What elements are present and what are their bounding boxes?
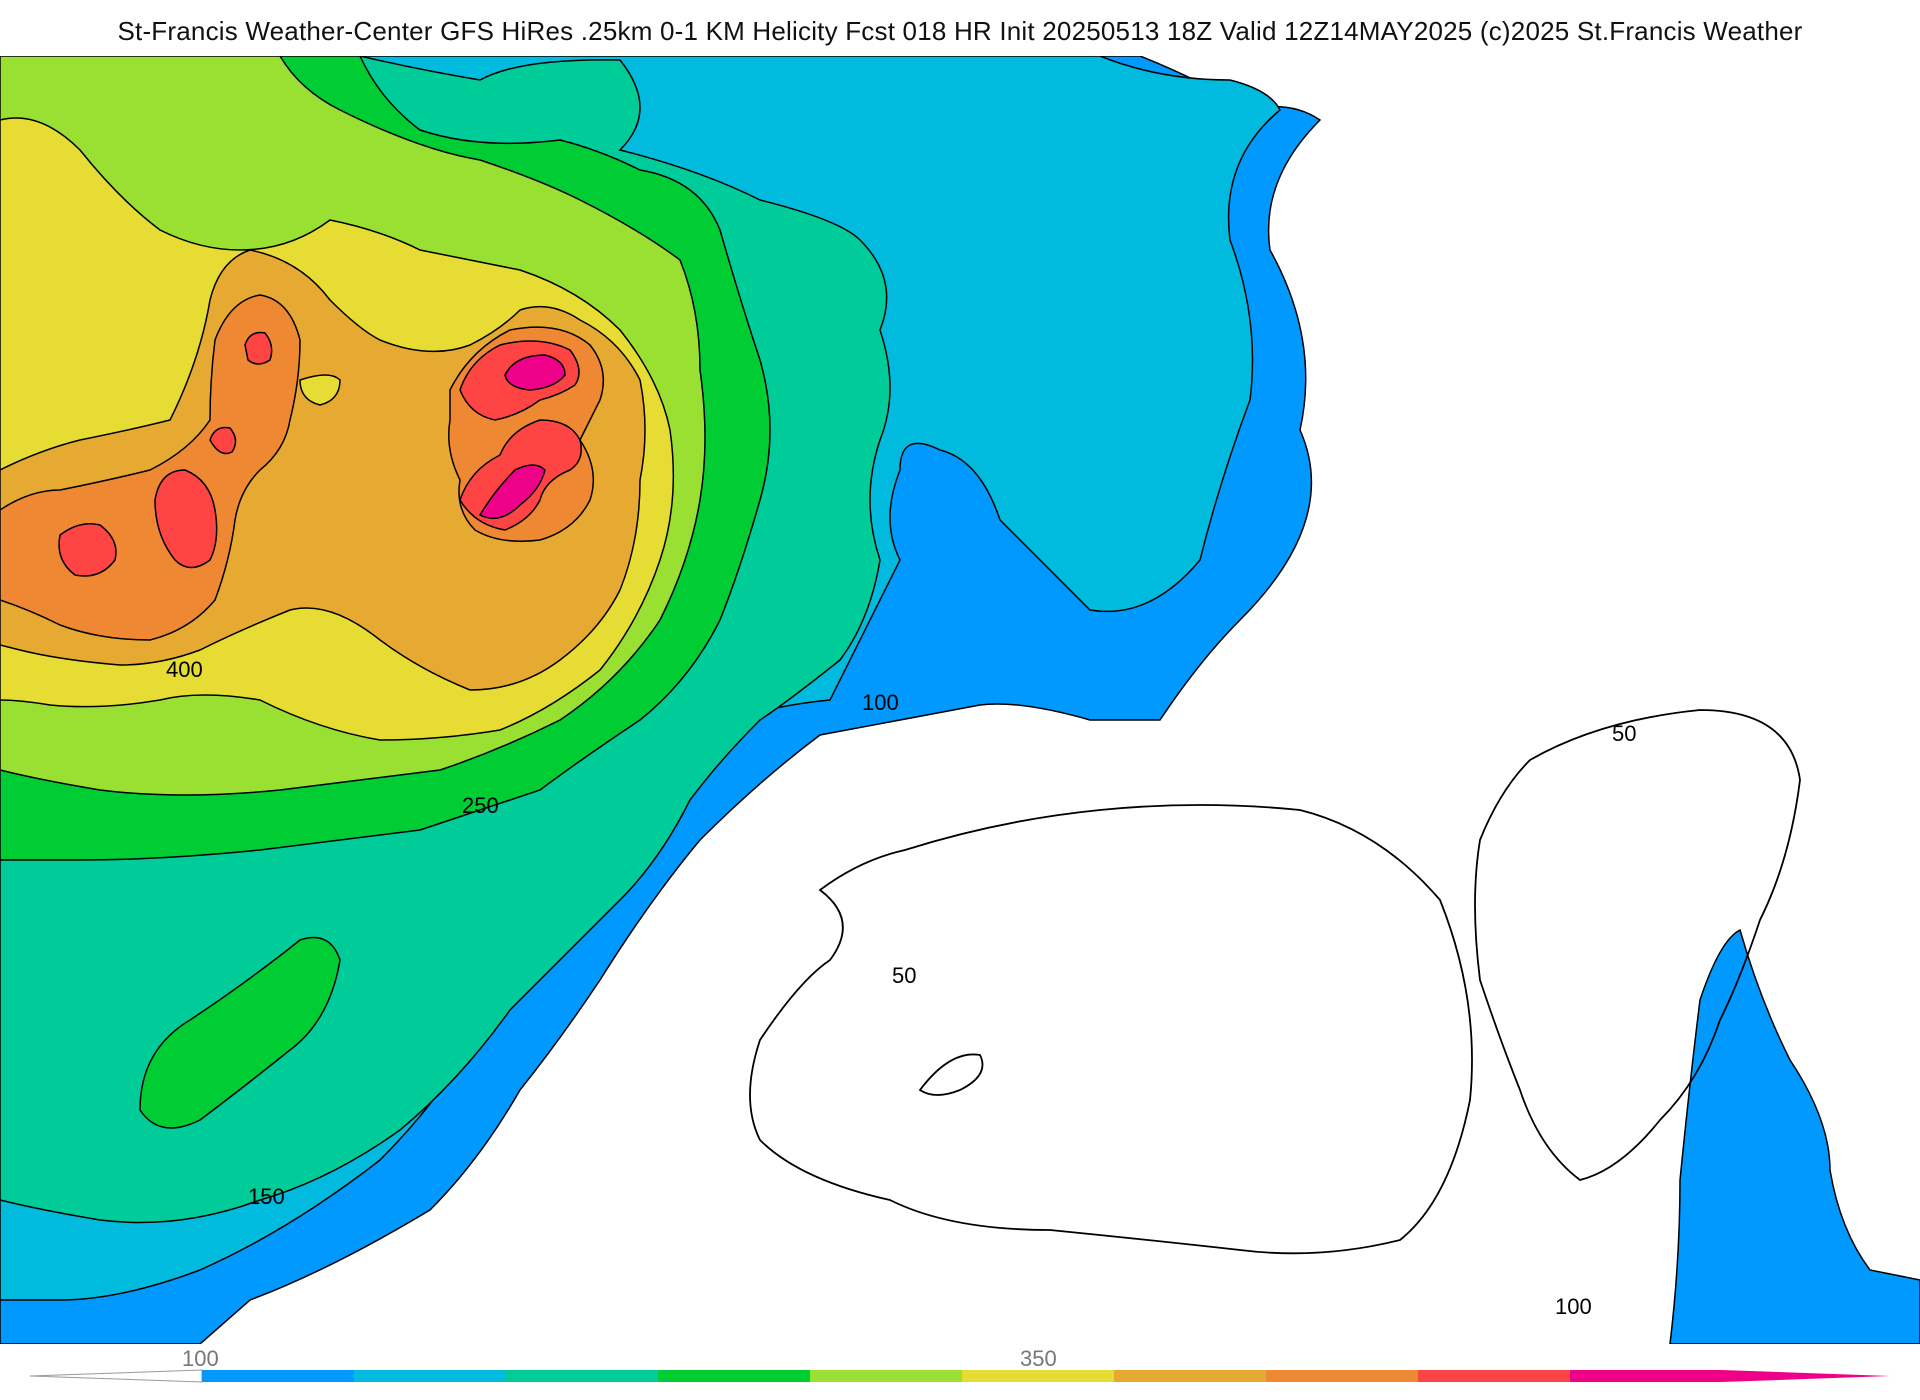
colorbar-segment-1 bbox=[354, 1370, 507, 1382]
colorbar-segment-7 bbox=[1266, 1370, 1419, 1382]
contour-fill-500-a bbox=[58, 523, 117, 577]
colorbar-left-arrow bbox=[29, 1369, 203, 1383]
contour-label-100-a: 100 bbox=[862, 690, 899, 715]
contour-line-50-florida bbox=[1474, 709, 1801, 1181]
contour-fill-500-c bbox=[209, 426, 237, 455]
colorbar-segment-4 bbox=[810, 1370, 963, 1382]
colorbar-segment-0 bbox=[202, 1370, 355, 1382]
contour-fill-550-b bbox=[478, 464, 546, 520]
colorbar-right-arrow bbox=[1722, 1370, 1890, 1382]
contour-label-150: 150 bbox=[248, 1184, 285, 1209]
contour-fill-500-d bbox=[244, 331, 273, 365]
contour-label-50-b: 50 bbox=[892, 963, 916, 988]
map-title: St-Francis Weather-Center GFS HiRes .25k… bbox=[117, 16, 1803, 46]
contour-fill-100-south-florida bbox=[1669, 928, 1920, 1344]
helicity-map: 400 250 150 100 100 50 50 bbox=[0, 56, 1920, 1344]
contour-label-250: 250 bbox=[462, 793, 499, 818]
colorbar-tick-350: 350 bbox=[1020, 1346, 1057, 1371]
contour-line-50-small bbox=[918, 1053, 984, 1096]
colorbar-segment-5 bbox=[962, 1370, 1115, 1382]
colorbar bbox=[29, 1369, 1890, 1383]
colorbar-segment-3 bbox=[658, 1370, 811, 1382]
colorbar-segment-2 bbox=[506, 1370, 659, 1382]
colorbar-segment-6 bbox=[1114, 1370, 1267, 1382]
contour-label-400: 400 bbox=[166, 657, 203, 682]
contour-fill-250-sw-texas bbox=[139, 936, 341, 1129]
colorbar-tick-100: 100 bbox=[182, 1346, 219, 1371]
contour-fill-350-hole bbox=[299, 374, 341, 406]
contour-label-50-a: 50 bbox=[1612, 721, 1636, 746]
contour-fill-500-b bbox=[154, 469, 218, 569]
colorbar-segment-8 bbox=[1418, 1370, 1571, 1382]
contour-fill-550-a bbox=[504, 354, 566, 391]
contour-line-50-gulf bbox=[749, 804, 1473, 1255]
colorbar-segment-9 bbox=[1570, 1370, 1723, 1382]
contour-label-100-b: 100 bbox=[1555, 1294, 1592, 1319]
